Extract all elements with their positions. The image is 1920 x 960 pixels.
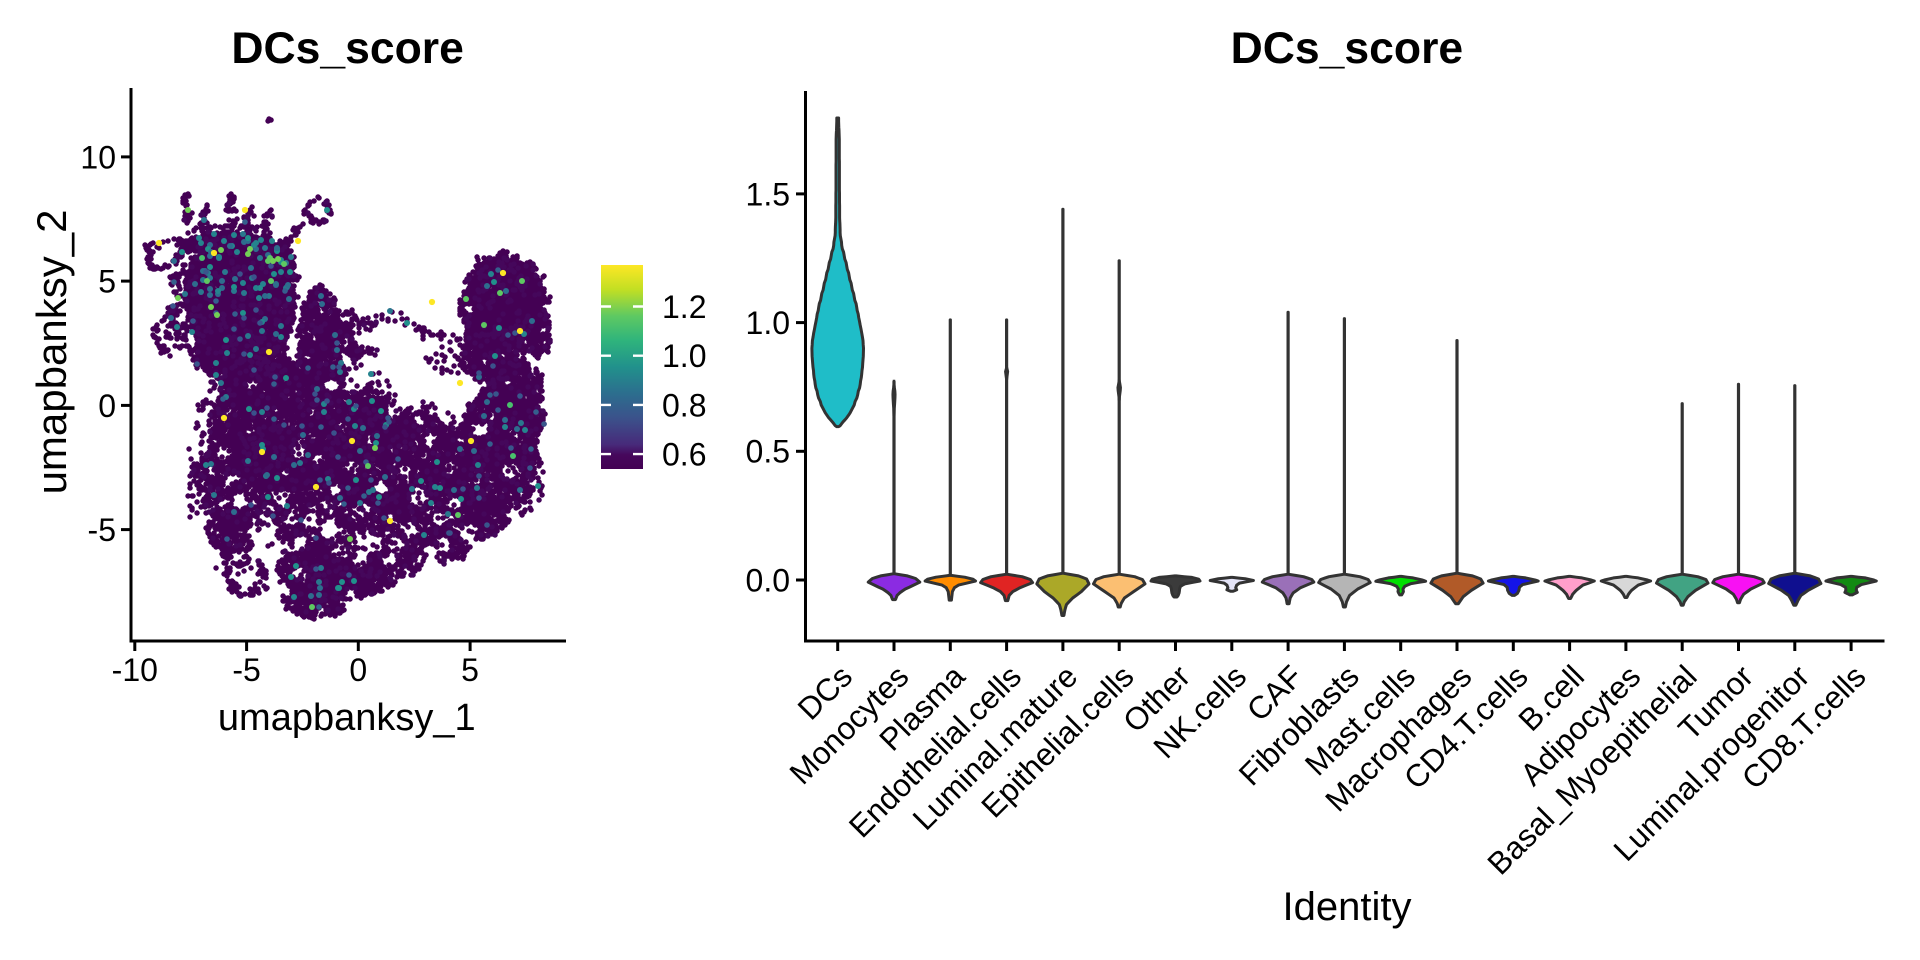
svg-text:0: 0: [349, 652, 367, 688]
svg-text:umapbanksy_1: umapbanksy_1: [218, 697, 476, 739]
svg-text:5: 5: [461, 652, 479, 688]
svg-text:-5: -5: [232, 652, 260, 688]
svg-text:-10: -10: [112, 652, 158, 688]
svg-text:1.2: 1.2: [662, 289, 706, 325]
svg-text:0: 0: [98, 388, 116, 424]
svg-text:1.0: 1.0: [746, 305, 790, 341]
svg-text:Identity: Identity: [1283, 885, 1412, 929]
svg-text:DCs_score: DCs_score: [1231, 24, 1464, 73]
svg-text:umapbanksy_2: umapbanksy_2: [28, 210, 75, 495]
svg-text:DCs_score: DCs_score: [231, 24, 464, 73]
svg-text:1.0: 1.0: [662, 338, 706, 374]
svg-text:0.5: 0.5: [746, 434, 790, 470]
svg-text:0.0: 0.0: [746, 562, 790, 598]
svg-text:10: 10: [80, 139, 116, 175]
svg-text:1.5: 1.5: [746, 176, 790, 212]
svg-text:-5: -5: [88, 512, 116, 548]
svg-text:0.6: 0.6: [662, 437, 706, 473]
svg-text:0.8: 0.8: [662, 387, 706, 423]
svg-text:5: 5: [98, 264, 116, 300]
